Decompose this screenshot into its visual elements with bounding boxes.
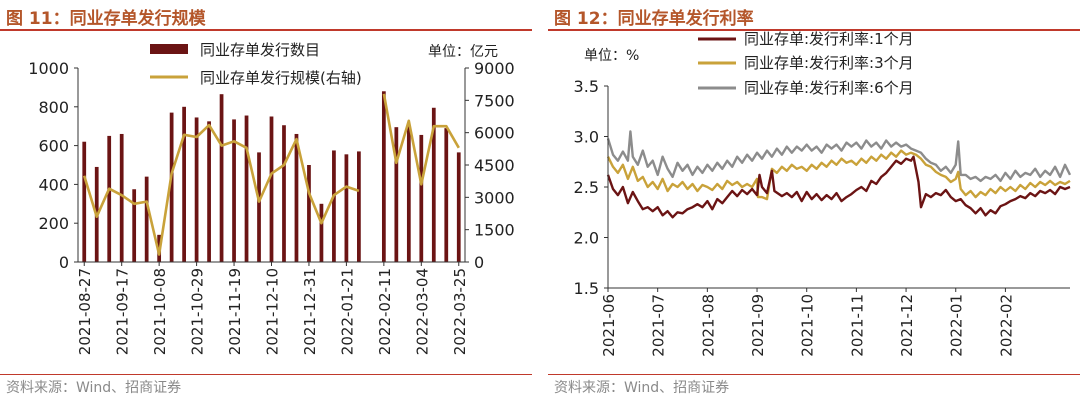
y-left-tick-label: 600	[38, 137, 69, 156]
x-tick-label: 2022-02-11	[376, 268, 394, 355]
figure-title: 图 12：同业存单发行利率	[554, 9, 754, 29]
bar-2021-10-22	[182, 106, 186, 262]
bar-2022-02-25	[406, 126, 411, 262]
bar-2021-11-19	[232, 119, 236, 262]
bar-2022-02-11	[381, 91, 386, 262]
x-tick-label: 2021-11	[848, 294, 866, 357]
bar-2021-09-17	[119, 133, 124, 262]
bar-2021-11-05	[207, 121, 211, 262]
bar-2021-10-15	[169, 112, 174, 263]
x-tick-label: 2021-09-17	[114, 268, 132, 355]
bar-2022-01-07	[319, 203, 324, 262]
bar-2021-10-01	[144, 176, 149, 262]
y-tick-label: 2.0	[574, 229, 599, 248]
source-divider	[548, 374, 1080, 375]
x-tick-label: 2022-02	[997, 294, 1015, 357]
bar-2021-08-27	[82, 141, 87, 262]
bar-2022-01-28	[357, 151, 361, 262]
bar-2021-09-10	[107, 135, 112, 262]
legend-label-2: 同业存单:发行利率:6个月	[744, 79, 914, 97]
x-tick-label: 2021-12-10	[264, 268, 282, 355]
y-right-tick-label: 3000	[474, 188, 515, 207]
y-tick-label: 3.0	[574, 128, 599, 147]
x-tick-label: 2021-12	[898, 294, 916, 357]
y-tick-label: 1.5	[574, 279, 599, 298]
issuance-chart: 0 200 400 600 800 1000 0 1500 3000 4500 6000 7500 90…	[28, 41, 515, 355]
y-tick-label: 2.5	[574, 178, 599, 197]
x-tick-label: 2021-08	[699, 294, 717, 357]
y-right-tick-label: 0	[474, 253, 484, 272]
bar-2021-11-12	[219, 94, 224, 262]
legend-swatch-bars	[150, 44, 188, 54]
figure-title: 图 11：同业存单发行规模	[6, 9, 206, 29]
bar-2022-03-11	[431, 107, 436, 263]
x-tick-label: 2021-06	[600, 294, 618, 357]
legend-label-line: 同业存单发行规模(右轴)	[200, 69, 362, 87]
chart-panel-issuance-scale: 图 11：同业存单发行规模 0 200 400 600 800 1000 0 1500 3000…	[0, 0, 532, 400]
x-tick-label: 2022-01-21	[338, 268, 356, 355]
bar-2022-01-14	[332, 150, 336, 262]
x-tick-label: 2022-03-25	[451, 268, 469, 355]
y-left-tick-label: 1000	[28, 59, 69, 78]
x-tick-label: 2021-10-29	[189, 268, 207, 355]
y-right-tick-label: 9000	[474, 59, 515, 78]
x-tick-label: 2022-03-04	[413, 268, 431, 355]
title-divider	[0, 29, 532, 31]
y-left-tick-label: 0	[59, 253, 69, 272]
bar-2021-12-31	[307, 165, 311, 262]
bar-2022-03-04	[419, 134, 424, 262]
x-tick-label: 2021-08-27	[76, 268, 94, 355]
source-note: 资料来源：Wind、招商证券	[554, 380, 730, 396]
title-divider	[548, 29, 1080, 31]
unit-label: 单位：%	[584, 48, 639, 64]
x-tick-label: 2021-11-19	[226, 268, 244, 355]
y-right-tick-label: 6000	[474, 124, 515, 143]
bar-2022-03-25	[456, 152, 461, 262]
bar-2021-12-03	[257, 152, 261, 262]
bar-2021-11-26	[244, 115, 249, 262]
y-right-tick-label: 4500	[474, 156, 515, 175]
unit-label: 单位：亿元	[428, 44, 498, 60]
rate-chart: 1.5 2.0 2.5 3.0 3.5 2021-06 2021-07 2021-08 2021…	[574, 30, 1072, 357]
legend-label-1: 同业存单:发行利率:3个月	[744, 54, 914, 72]
y-left-tick-label: 400	[38, 175, 69, 194]
bar-2022-02-18	[394, 127, 399, 262]
rate-line-0	[606, 155, 1071, 219]
legend-label-bars: 同业存单发行数目	[200, 41, 320, 59]
bar-2021-12-17	[282, 125, 286, 262]
bar-2021-10-29	[194, 117, 199, 262]
x-tick-label: 2022-01	[948, 294, 966, 357]
rate-line-1	[606, 149, 1071, 201]
bar-2021-12-10	[269, 116, 274, 262]
source-divider	[0, 374, 532, 375]
scale-line	[82, 93, 460, 256]
rate-line-2	[606, 130, 1072, 183]
y-tick-label: 3.5	[574, 77, 599, 96]
legend-label-0: 同业存单:发行利率:1个月	[744, 30, 914, 48]
source-note: 资料来源：Wind、招商证券	[6, 380, 182, 396]
bar-2021-12-24	[294, 133, 299, 262]
chart-panel-issuance-rate: 图 12：同业存单发行利率 1.5 2.0 2.5 3.0 3.5 2021-06 2021…	[548, 0, 1080, 400]
x-tick-label: 2021-09	[749, 294, 767, 357]
bar-2022-01-21	[344, 154, 349, 262]
x-tick-label: 2021-12-31	[301, 268, 319, 355]
x-tick-label: 2021-07	[650, 294, 668, 357]
y-left-tick-label: 800	[38, 98, 69, 117]
y-right-tick-label: 1500	[474, 221, 515, 240]
y-right-tick-label: 7500	[474, 91, 515, 110]
x-tick-label: 2021-10	[799, 294, 817, 357]
y-left-tick-label: 200	[38, 214, 69, 233]
x-tick-label: 2021-10-08	[151, 268, 169, 355]
bar-2021-09-24	[132, 189, 137, 262]
bar-2022-03-18	[444, 128, 449, 262]
